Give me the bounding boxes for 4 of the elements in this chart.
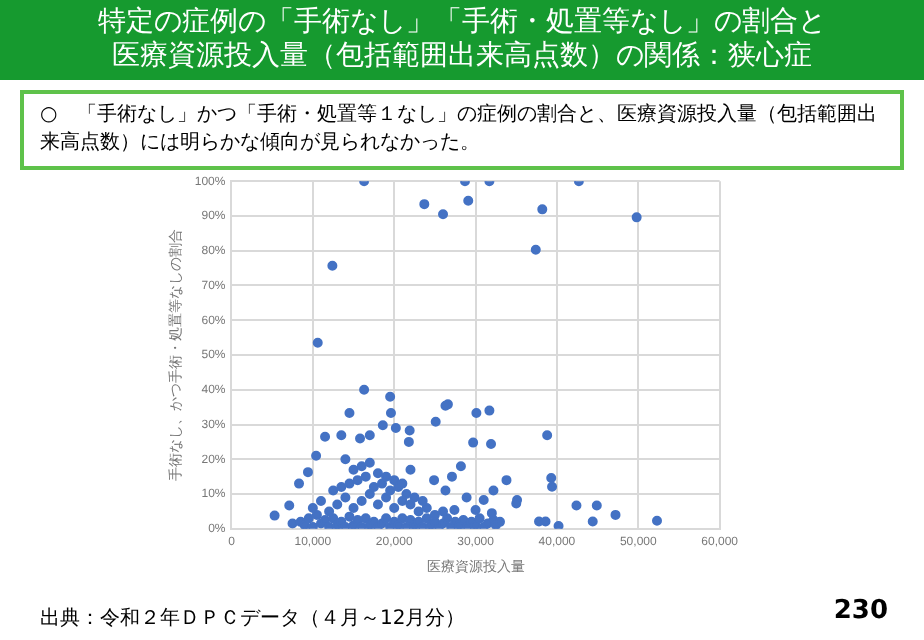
chart-subtitle: ○ 「手術なし」かつ「手術・処置等１なし」の症例の割合と、医療資源投入量（包括範囲出来高点数）には明らかな傾向が見られなかった。 <box>20 90 904 170</box>
chart-title: 特定の症例の「手術なし」「手術・処置等なし」の割合と医療資源投入量（包括範囲出来高点数）の関係：狭心症 <box>0 0 924 80</box>
source-note: 出典：令和２年ＤＰＣデータ（４月～12月分） <box>40 605 466 632</box>
text: 230 <box>833 596 888 626</box>
